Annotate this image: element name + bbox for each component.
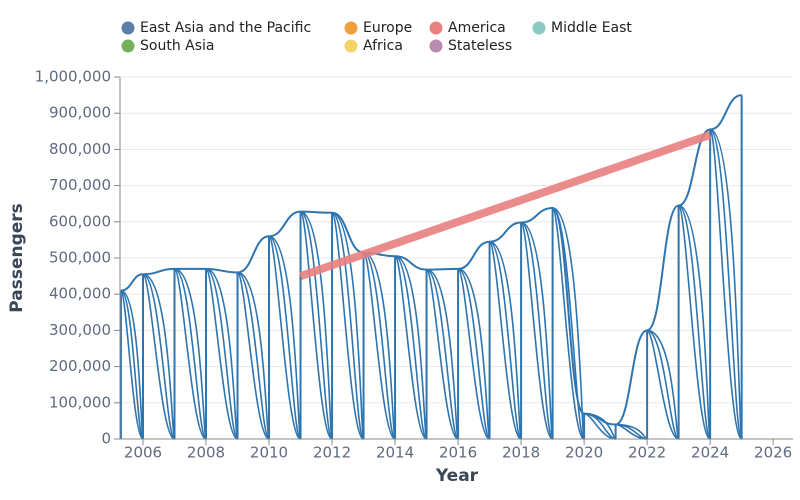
decay-curve (678, 204, 711, 440)
decay-curve (552, 207, 585, 440)
legend-swatch (121, 39, 135, 53)
decay-curve (520, 221, 554, 440)
decay-curve (331, 211, 365, 440)
y-tick-label: 700,000 (49, 176, 111, 194)
decay-curve (205, 268, 239, 440)
decay-curve (709, 128, 743, 440)
decay-curve (709, 128, 743, 440)
y-tick-label: 1,000,000 (35, 68, 111, 86)
decay-curve (488, 240, 522, 440)
decay-curve (426, 268, 459, 440)
y-tick-label: 200,000 (49, 357, 111, 375)
y-tick-label: 900,000 (49, 104, 111, 122)
decay-curve (142, 273, 176, 440)
legend-swatch (121, 21, 135, 35)
x-tick-label: 2020 (565, 444, 603, 462)
x-tick-label: 2018 (502, 444, 540, 462)
legend-swatch (532, 21, 546, 35)
y-tick-label: 500,000 (49, 249, 111, 267)
y-tick-label: 0 (101, 430, 111, 448)
legend-swatch (429, 21, 443, 35)
decay-curve (457, 268, 491, 440)
decay-curve (709, 128, 743, 440)
x-tick-label: 2022 (628, 444, 666, 462)
y-tick-label: 400,000 (49, 285, 111, 303)
legend-label: Stateless (448, 38, 512, 54)
decay-curve (457, 268, 491, 440)
legend-swatch (344, 21, 358, 35)
decay-curve (236, 271, 270, 440)
legend-label: Europe (363, 20, 412, 36)
decay-curve (237, 271, 270, 440)
decay-curve (268, 235, 302, 440)
decay-curve (520, 221, 554, 440)
decay-curve (331, 211, 365, 440)
x-tick-label: 2008 (187, 444, 225, 462)
decay-curve (120, 289, 144, 440)
series-line (299, 131, 712, 280)
decay-curve (205, 268, 239, 440)
decay-curve (394, 255, 428, 440)
decay-curve (299, 210, 333, 440)
legend-label: America (448, 20, 506, 36)
x-tick-label: 2006 (124, 444, 162, 462)
decay-curve (646, 329, 680, 440)
legend-label: East Asia and the Pacific (140, 20, 311, 36)
decay-curve (362, 251, 396, 440)
decay-curve (268, 235, 302, 440)
x-axis-title: Year (435, 466, 479, 486)
decay-curve (426, 268, 459, 440)
decay-curve (300, 210, 333, 440)
legend-label: South Asia (140, 38, 214, 54)
decay-curve (237, 271, 270, 440)
decay-curve (268, 235, 302, 440)
decay-curve (677, 204, 711, 440)
legend-label: Africa (363, 38, 403, 54)
decay-curve (331, 211, 365, 440)
decay-curve (363, 251, 396, 440)
x-tick-label: 2010 (250, 444, 288, 462)
decay-curve (173, 268, 207, 440)
decay-curve (394, 255, 428, 440)
x-tick-label: 2026 (754, 444, 792, 462)
decay-curve (363, 251, 396, 440)
x-tick-label: 2024 (691, 444, 729, 462)
series-line (120, 94, 742, 426)
decay-curve (457, 268, 491, 440)
y-tick-label: 300,000 (49, 321, 111, 339)
decay-curve (488, 240, 522, 440)
y-tick-label: 100,000 (49, 393, 111, 411)
x-tick-label: 2014 (376, 444, 414, 462)
y-axis-title: Passengers (7, 203, 27, 313)
decay-curve (646, 329, 680, 440)
decay-curve (174, 268, 207, 440)
x-tick-label: 2012 (313, 444, 351, 462)
decay-curve (205, 268, 239, 440)
decay-curve (299, 210, 333, 440)
y-tick-label: 600,000 (49, 212, 111, 230)
decay-curve (551, 207, 585, 440)
decay-curve (646, 329, 680, 440)
decay-curve (677, 204, 711, 440)
legend-swatch (344, 39, 358, 53)
decay-curve (394, 255, 428, 440)
decay-curve (120, 289, 144, 440)
decay-curve (142, 273, 176, 440)
decay-curve (142, 273, 176, 440)
decay-curve (174, 268, 207, 440)
decay-curve (425, 268, 459, 440)
legend-label: Middle East (551, 20, 632, 36)
decay-curve (489, 240, 522, 440)
x-tick-label: 2016 (439, 444, 477, 462)
y-tick-label: 800,000 (49, 140, 111, 158)
decay-curve (520, 221, 554, 440)
legend-swatch (429, 39, 443, 53)
